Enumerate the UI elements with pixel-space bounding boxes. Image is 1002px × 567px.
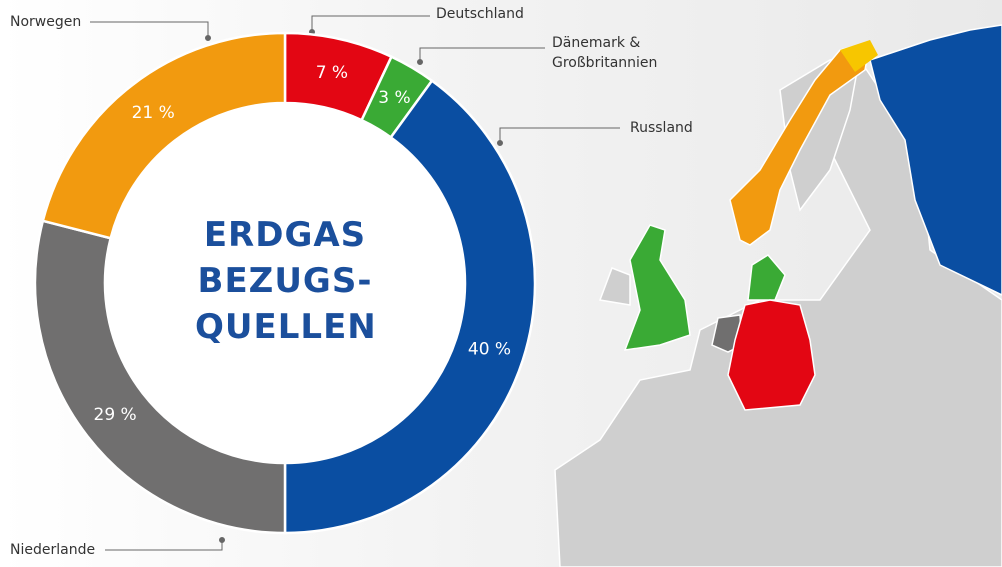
value-label: 3 % — [378, 88, 410, 108]
value-label: 29 % — [94, 405, 137, 425]
map — [554, 24, 1002, 567]
value-label: 40 % — [468, 339, 511, 359]
category-label: Dänemark & Großbritannien — [552, 35, 658, 71]
leader-lines — [90, 15, 620, 551]
value-label: 7 % — [316, 63, 348, 83]
category-label: Niederlande — [10, 542, 96, 558]
donut-hole — [105, 103, 465, 463]
category-label: Deutschland — [436, 6, 524, 22]
category-label: Norwegen — [10, 14, 82, 30]
chart-title: ERDGAS BEZUGS- QUELLEN — [195, 215, 377, 347]
category-label: Russland — [630, 120, 693, 136]
value-label: 21 % — [132, 103, 175, 123]
